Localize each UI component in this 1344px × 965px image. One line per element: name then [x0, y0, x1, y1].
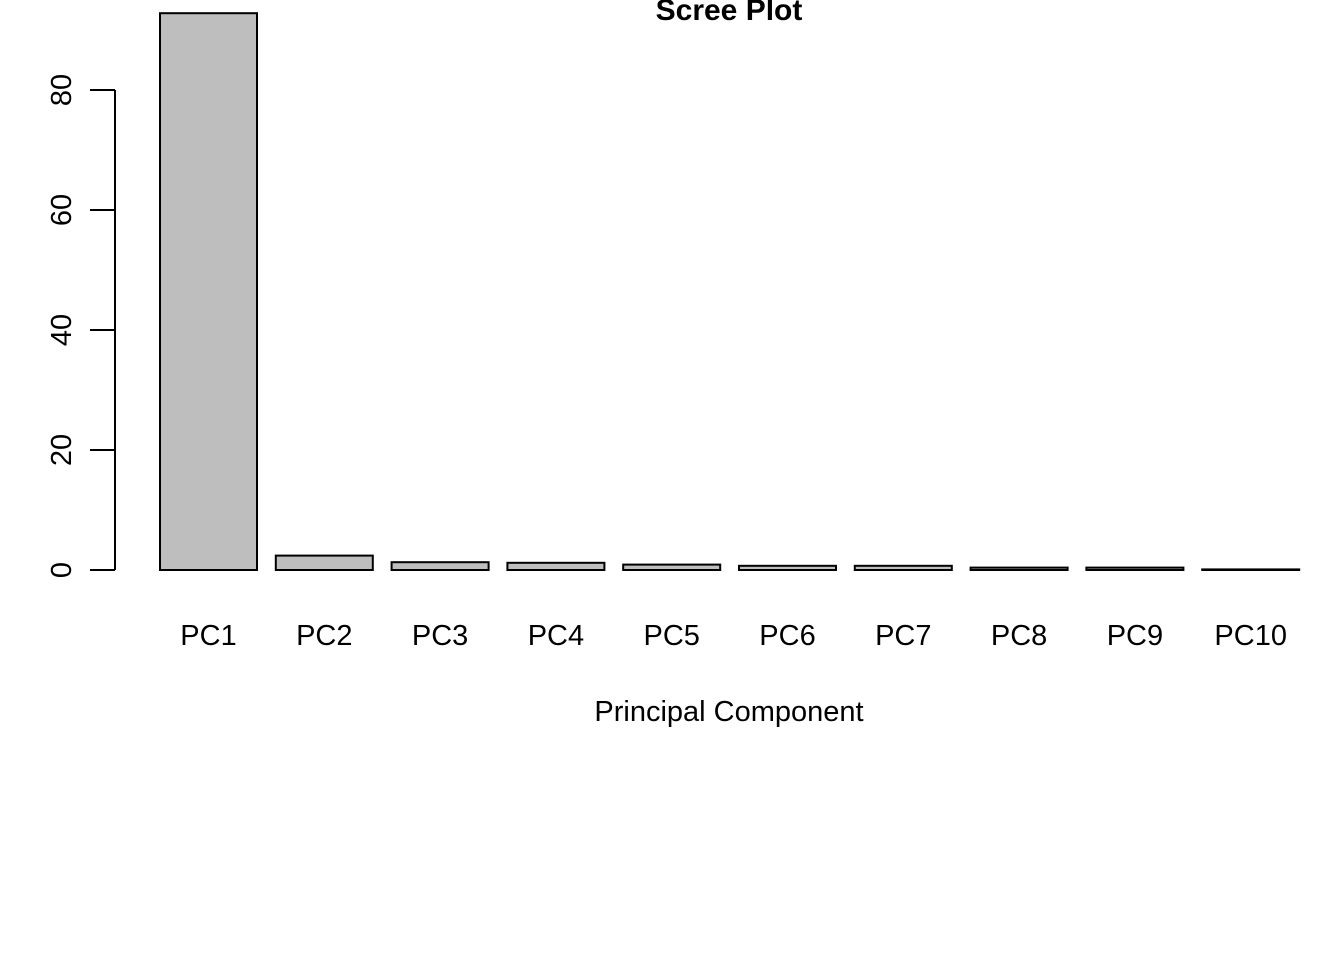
- bar-pc7: [853, 564, 953, 571]
- y-axis: 0 20 40 60 80: [46, 74, 116, 578]
- bars-layer: [159, 12, 1301, 572]
- x-tick-label: PC10: [1214, 620, 1287, 652]
- bar-pc1: [159, 12, 258, 571]
- y-tick-label: 60: [46, 194, 78, 226]
- bar-pc10: [1201, 568, 1301, 572]
- y-tick-label: 80: [46, 74, 78, 106]
- chart-title: Scree Plot: [656, 0, 803, 27]
- bar-pc8: [969, 566, 1069, 571]
- bar-pc3: [390, 561, 490, 572]
- x-axis-title: Principal Component: [594, 696, 863, 728]
- x-tick-label: PC1: [180, 620, 236, 652]
- x-tick-label: PC4: [528, 620, 584, 652]
- bar-pc5: [622, 563, 722, 571]
- x-tick-label: PC6: [759, 620, 815, 652]
- bar-pc6: [738, 564, 837, 571]
- x-tick-label: PC5: [643, 620, 699, 652]
- x-tick-label: PC8: [991, 620, 1047, 652]
- bar-pc9: [1085, 566, 1185, 571]
- x-tick-label: PC2: [296, 620, 352, 652]
- x-tick-label: PC9: [1107, 620, 1163, 652]
- bar-pc2: [274, 554, 374, 571]
- y-tick-label: 0: [46, 562, 78, 578]
- bar-pc4: [506, 561, 606, 571]
- y-tick-label: 40: [46, 314, 78, 346]
- x-axis-labels: PC1 PC2 PC3 PC4 PC5 PC6 PC7 PC8 PC9 PC10: [180, 620, 1287, 652]
- x-tick-label: PC7: [875, 620, 931, 652]
- x-tick-label: PC3: [412, 620, 468, 652]
- y-tick-label: 20: [46, 434, 78, 466]
